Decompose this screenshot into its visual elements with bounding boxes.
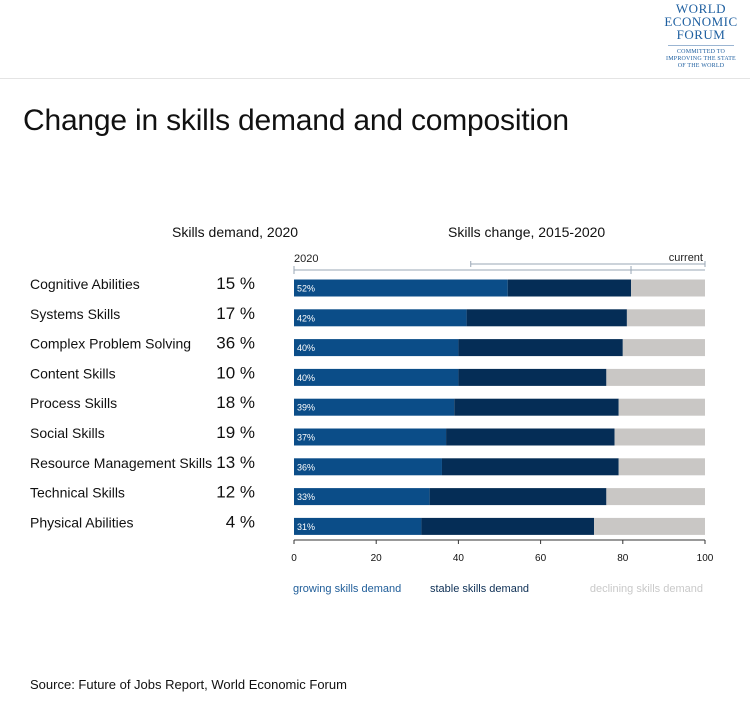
bar-segment bbox=[458, 368, 607, 386]
bar-segment bbox=[294, 428, 447, 446]
skills-demand-title: Skills demand, 2020 bbox=[172, 224, 299, 240]
bar-segment bbox=[631, 279, 705, 297]
bar-segment bbox=[294, 517, 422, 535]
bar-data-label: 31% bbox=[297, 522, 315, 532]
skill-name: Complex Problem Solving bbox=[30, 336, 191, 352]
x-axis-tick-label: 0 bbox=[291, 553, 297, 564]
skill-name: Content Skills bbox=[30, 365, 116, 381]
x-axis-tick-label: 40 bbox=[453, 553, 465, 564]
x-axis-tick-label: 60 bbox=[535, 553, 547, 564]
logo-line: FORUM bbox=[676, 27, 726, 42]
source-note: Source: Future of Jobs Report, World Eco… bbox=[30, 677, 347, 692]
timeline-start-label: 2020 bbox=[294, 253, 318, 265]
bar-data-label: 52% bbox=[297, 284, 315, 294]
skill-name: Physical Abilities bbox=[30, 514, 134, 530]
skill-demand-value: 19 % bbox=[216, 423, 255, 442]
skill-name: Technical Skills bbox=[30, 485, 125, 501]
bar-segment bbox=[294, 488, 430, 506]
page-title: Change in skills demand and composition bbox=[23, 104, 569, 137]
skill-name: Process Skills bbox=[30, 395, 117, 411]
skill-demand-value: 13 % bbox=[216, 453, 255, 472]
bar-segment bbox=[294, 279, 508, 297]
bar-segment bbox=[618, 398, 705, 416]
skill-demand-value: 15 % bbox=[216, 274, 255, 293]
skill-demand-value: 17 % bbox=[216, 304, 255, 323]
bar-segment bbox=[429, 488, 607, 506]
bar-segment bbox=[507, 279, 632, 297]
bar-segment bbox=[618, 458, 705, 476]
timeline-end-label: current bbox=[669, 252, 703, 264]
bar-segment bbox=[606, 368, 705, 386]
bar-segment bbox=[446, 428, 615, 446]
bar-segment bbox=[594, 517, 705, 535]
bar-data-label: 39% bbox=[297, 403, 315, 413]
logo-divider bbox=[668, 45, 734, 46]
bar-segment bbox=[421, 517, 595, 535]
skill-name: Cognitive Abilities bbox=[30, 276, 140, 292]
bar-segment bbox=[466, 309, 627, 327]
logo-tagline: IMPROVING THE STATE bbox=[666, 56, 736, 62]
bar-segment bbox=[458, 339, 623, 357]
logo-tagline: COMMITTED TO bbox=[676, 49, 725, 55]
bar-segment bbox=[626, 309, 705, 327]
bar-segment bbox=[294, 398, 455, 416]
logo-tagline: OF THE WORLD bbox=[677, 63, 725, 69]
bar-segment bbox=[294, 339, 459, 357]
skills-change-title: Skills change, 2015-2020 bbox=[448, 224, 606, 240]
bar-segment bbox=[606, 488, 705, 506]
bar-data-label: 40% bbox=[297, 373, 315, 383]
bar-segment bbox=[294, 458, 442, 476]
logo-line: ECONOMIC bbox=[664, 14, 738, 29]
bar-data-label: 40% bbox=[297, 343, 315, 353]
legend-entry: growing skills demand bbox=[293, 583, 401, 595]
bar-data-label: 33% bbox=[297, 492, 315, 502]
bar-segment bbox=[454, 398, 619, 416]
skill-demand-value: 12 % bbox=[216, 483, 255, 502]
header-band bbox=[0, 0, 750, 79]
legend-entry: stable skills demand bbox=[430, 583, 529, 595]
bar-segment bbox=[614, 428, 705, 446]
skill-demand-value: 36 % bbox=[216, 334, 255, 353]
skill-demand-value: 10 % bbox=[216, 363, 255, 382]
skill-name: Resource Management Skills bbox=[30, 455, 212, 471]
skill-demand-value: 18 % bbox=[216, 393, 255, 412]
x-axis-tick-label: 20 bbox=[371, 553, 383, 564]
bar-data-label: 37% bbox=[297, 433, 315, 443]
wef-logo: WORLD ECONOMIC FORUM COMMITTED TO IMPROV… bbox=[662, 2, 740, 70]
legend-entry: declining skills demand bbox=[590, 583, 703, 595]
bar-data-label: 42% bbox=[297, 313, 315, 323]
x-axis-tick-label: 80 bbox=[617, 553, 629, 564]
logo-line: WORLD bbox=[675, 1, 727, 16]
bar-segment bbox=[294, 368, 459, 386]
bar-segment bbox=[294, 309, 467, 327]
skill-name: Social Skills bbox=[30, 425, 105, 441]
skill-name: Systems Skills bbox=[30, 306, 120, 322]
bar-segment bbox=[441, 458, 619, 476]
x-axis-tick-label: 100 bbox=[697, 553, 714, 564]
bar-data-label: 36% bbox=[297, 462, 315, 472]
bar-segment bbox=[622, 339, 705, 357]
skill-demand-value: 4 % bbox=[226, 512, 255, 531]
